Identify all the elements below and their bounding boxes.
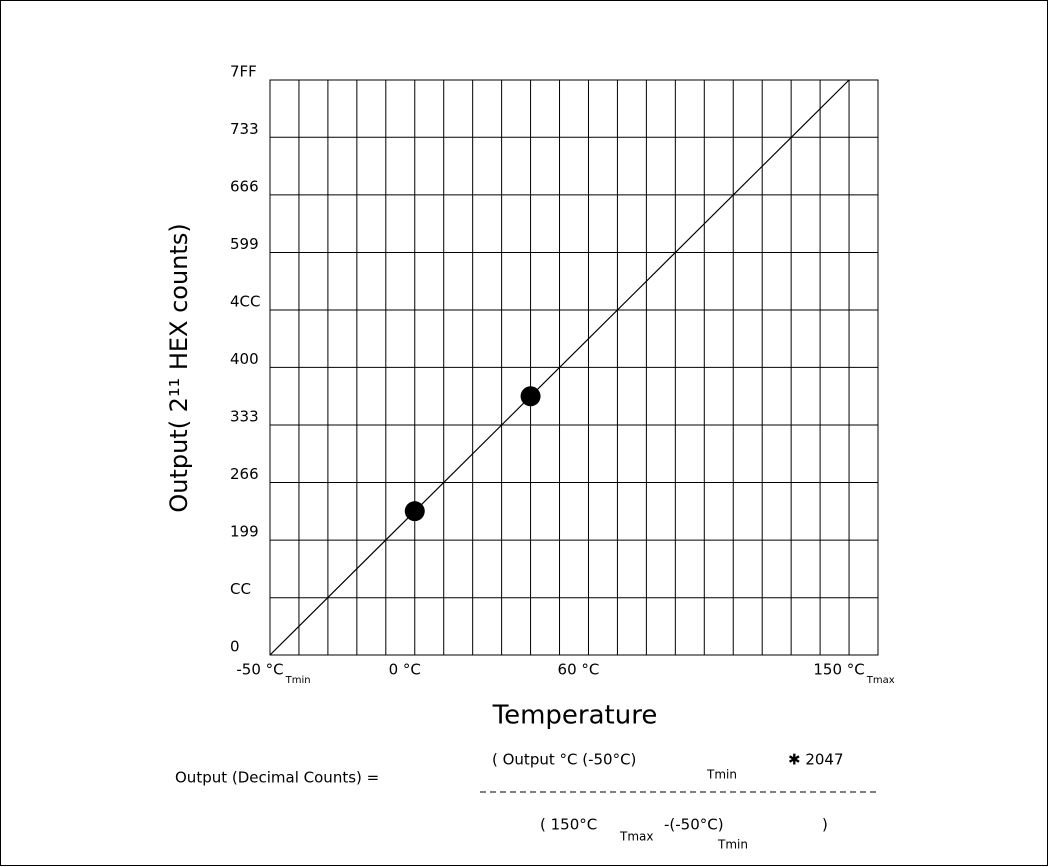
x-axis-label: Temperature	[492, 701, 658, 731]
x-tick-sub: Tmin	[285, 675, 311, 686]
x-tick-label: 150 °C	[813, 661, 864, 679]
y-tick-label: 0	[230, 638, 240, 656]
x-tick-label: 60 °C	[558, 661, 600, 679]
y-tick-label: 7FF	[230, 63, 257, 81]
y-tick-label: CC	[230, 580, 251, 598]
x-tick-label: 0 °C	[389, 661, 421, 679]
x-tick-sub: Tmax	[866, 675, 895, 686]
formula-denominator: )	[822, 816, 828, 834]
y-tick-label: 4CC	[230, 293, 261, 311]
formula-sub: Tmax	[619, 830, 653, 844]
y-tick-label: 266	[230, 465, 259, 483]
formula-numerator: ( Output °C (-50°C)	[492, 751, 636, 769]
formula-denominator: ( 150°C	[540, 816, 597, 834]
y-tick-label: 666	[230, 177, 259, 195]
data-point	[404, 501, 425, 522]
formula-lhs: Output (Decimal Counts) =	[175, 769, 379, 787]
formula-denominator: -(-50°C)	[664, 816, 724, 834]
y-tick-label: 599	[230, 235, 259, 253]
data-line	[269, 79, 850, 656]
y-tick-label: 733	[230, 120, 259, 138]
y-tick-label: 199	[230, 523, 259, 541]
data-point	[520, 386, 541, 407]
y-tick-label: 333	[230, 407, 259, 425]
formula-numerator: ✱ 2047	[788, 751, 844, 769]
x-tick-label: -50 °C	[236, 661, 283, 679]
y-axis-label: Output( 2¹¹ HEX counts)	[165, 223, 193, 512]
y-tick-label: 400	[230, 350, 259, 368]
formula-sub: Tmin	[706, 768, 737, 782]
formula-sub: Tmin	[717, 838, 748, 852]
